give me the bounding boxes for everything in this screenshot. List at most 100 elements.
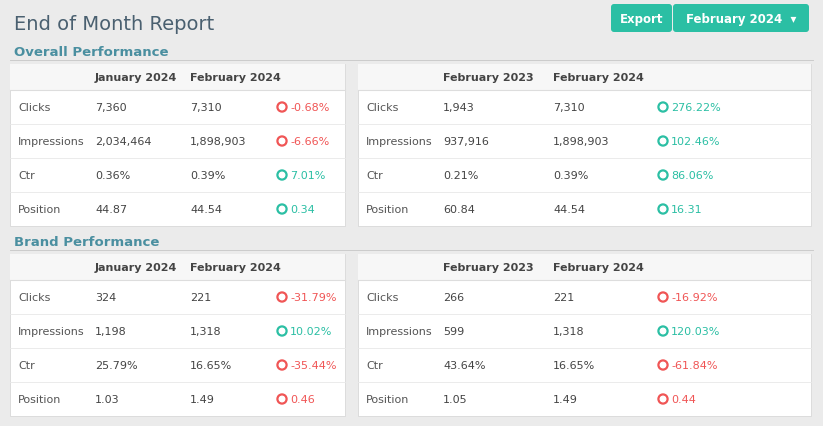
Text: 221: 221 — [553, 292, 574, 302]
Circle shape — [279, 328, 285, 334]
Circle shape — [277, 204, 287, 215]
Text: -61.84%: -61.84% — [671, 360, 718, 370]
Circle shape — [660, 105, 666, 110]
Text: 599: 599 — [443, 326, 464, 336]
Text: Ctr: Ctr — [18, 360, 35, 370]
Text: 0.46: 0.46 — [290, 394, 314, 404]
Text: 60.84: 60.84 — [443, 204, 475, 215]
Text: Position: Position — [18, 204, 62, 215]
Text: 16.65%: 16.65% — [190, 360, 232, 370]
Circle shape — [279, 139, 285, 144]
Text: Clicks: Clicks — [18, 103, 50, 113]
FancyBboxPatch shape — [10, 254, 345, 280]
Text: -35.44%: -35.44% — [290, 360, 337, 370]
Text: Impressions: Impressions — [366, 137, 433, 147]
Text: Impressions: Impressions — [366, 326, 433, 336]
Circle shape — [277, 170, 287, 181]
Circle shape — [658, 170, 668, 181]
Circle shape — [660, 139, 666, 144]
Text: Clicks: Clicks — [366, 103, 398, 113]
Text: 276.22%: 276.22% — [671, 103, 721, 113]
Text: 1,318: 1,318 — [190, 326, 221, 336]
Text: 266: 266 — [443, 292, 464, 302]
Text: 1.49: 1.49 — [553, 394, 578, 404]
Text: Position: Position — [366, 394, 409, 404]
Text: Brand Performance: Brand Performance — [14, 235, 160, 248]
Text: 1,943: 1,943 — [443, 103, 475, 113]
Circle shape — [277, 326, 287, 336]
Text: 1,898,903: 1,898,903 — [553, 137, 610, 147]
Text: February 2024: February 2024 — [553, 262, 644, 272]
Circle shape — [277, 103, 287, 113]
FancyBboxPatch shape — [10, 65, 345, 227]
Text: 1.03: 1.03 — [95, 394, 119, 404]
Text: 0.44: 0.44 — [671, 394, 696, 404]
Text: Overall Performance: Overall Performance — [14, 46, 169, 58]
Circle shape — [658, 360, 668, 370]
FancyBboxPatch shape — [358, 65, 811, 227]
Text: February 2023: February 2023 — [443, 73, 533, 83]
Text: 0.21%: 0.21% — [443, 170, 478, 181]
Text: February 2024: February 2024 — [190, 262, 281, 272]
Circle shape — [277, 292, 287, 302]
Text: 1.49: 1.49 — [190, 394, 215, 404]
Circle shape — [658, 103, 668, 113]
Circle shape — [279, 105, 285, 110]
Text: 44.54: 44.54 — [553, 204, 585, 215]
Text: Clicks: Clicks — [366, 292, 398, 302]
Circle shape — [279, 396, 285, 402]
Text: 1.05: 1.05 — [443, 394, 467, 404]
Circle shape — [658, 292, 668, 302]
Text: January 2024: January 2024 — [95, 73, 178, 83]
Text: 16.31: 16.31 — [671, 204, 703, 215]
FancyBboxPatch shape — [611, 5, 672, 33]
Text: 120.03%: 120.03% — [671, 326, 720, 336]
Text: 0.39%: 0.39% — [553, 170, 588, 181]
Circle shape — [660, 294, 666, 300]
Circle shape — [279, 207, 285, 212]
Circle shape — [660, 363, 666, 368]
Text: Ctr: Ctr — [366, 360, 383, 370]
Text: -16.92%: -16.92% — [671, 292, 718, 302]
Text: -6.66%: -6.66% — [290, 137, 329, 147]
Text: 0.36%: 0.36% — [95, 170, 130, 181]
Text: February 2024: February 2024 — [190, 73, 281, 83]
FancyBboxPatch shape — [358, 254, 811, 280]
Text: 1,318: 1,318 — [553, 326, 584, 336]
FancyBboxPatch shape — [673, 5, 809, 33]
Text: February 2023: February 2023 — [443, 262, 533, 272]
Circle shape — [658, 394, 668, 404]
Text: 25.79%: 25.79% — [95, 360, 137, 370]
Text: 2,034,464: 2,034,464 — [95, 137, 151, 147]
Circle shape — [660, 396, 666, 402]
Text: 44.54: 44.54 — [190, 204, 222, 215]
Text: 16.65%: 16.65% — [553, 360, 595, 370]
Text: 86.06%: 86.06% — [671, 170, 714, 181]
Text: Position: Position — [18, 394, 62, 404]
Text: 7,310: 7,310 — [190, 103, 221, 113]
Text: 0.39%: 0.39% — [190, 170, 226, 181]
Text: Export: Export — [620, 12, 663, 26]
Circle shape — [660, 207, 666, 212]
Text: Position: Position — [366, 204, 409, 215]
Text: 1,198: 1,198 — [95, 326, 127, 336]
FancyBboxPatch shape — [10, 65, 345, 91]
Circle shape — [658, 326, 668, 336]
Circle shape — [658, 204, 668, 215]
Text: Impressions: Impressions — [18, 137, 85, 147]
Text: 7,360: 7,360 — [95, 103, 127, 113]
Circle shape — [660, 328, 666, 334]
Text: January 2024: January 2024 — [95, 262, 178, 272]
Text: 7.01%: 7.01% — [290, 170, 325, 181]
Text: Ctr: Ctr — [366, 170, 383, 181]
Circle shape — [279, 294, 285, 300]
Text: -31.79%: -31.79% — [290, 292, 337, 302]
Text: 102.46%: 102.46% — [671, 137, 720, 147]
Circle shape — [277, 137, 287, 147]
Text: -0.68%: -0.68% — [290, 103, 329, 113]
Text: 937,916: 937,916 — [443, 137, 489, 147]
Text: Ctr: Ctr — [18, 170, 35, 181]
Text: Impressions: Impressions — [18, 326, 85, 336]
Text: 0.34: 0.34 — [290, 204, 314, 215]
Text: 44.87: 44.87 — [95, 204, 127, 215]
